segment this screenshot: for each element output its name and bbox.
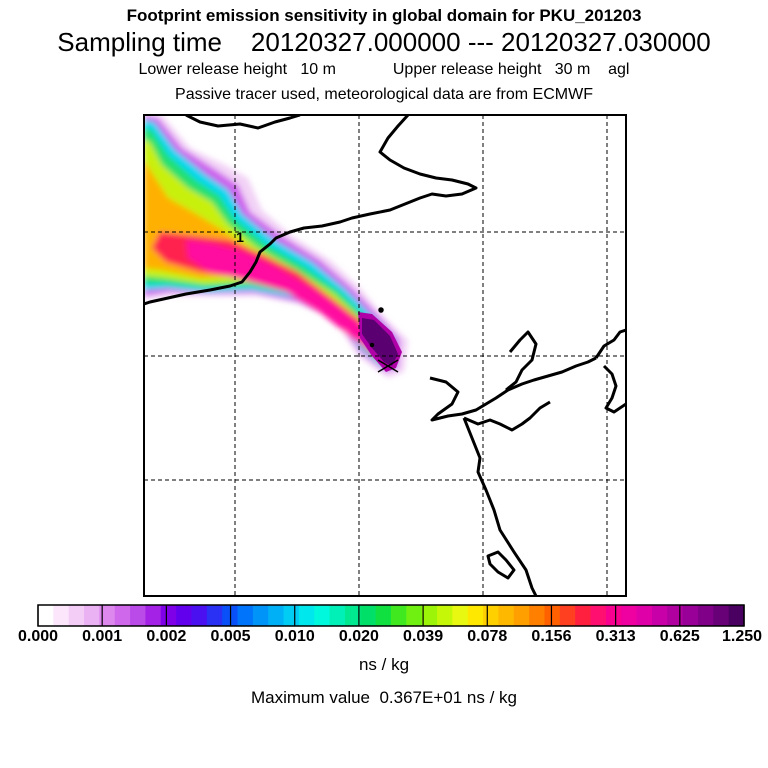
coastline-bay [144, 115, 478, 306]
colorbar-swatch [298, 605, 315, 626]
coastline-shandong [463, 400, 551, 432]
sampling-separator: --- [467, 27, 494, 57]
colorbar-swatch [498, 605, 515, 626]
colorbar-swatch [130, 605, 147, 626]
colorbar-tick-label: 0.039 [403, 628, 444, 645]
sampling-start: 20120327.000000 [250, 27, 461, 57]
maximum-value-line: Maximum value 0.367E+01 ns / kg [0, 688, 768, 708]
colorbar-swatch [252, 605, 269, 626]
colorbar-tick-label: 0.002 [146, 628, 187, 645]
release-point [369, 307, 399, 373]
plume-core-max [362, 318, 398, 366]
colorbar-swatch [344, 605, 361, 626]
colorbar-ticks [37, 605, 745, 626]
release-height-line: Lower release height 10 m Upper release … [0, 61, 768, 79]
colorbar-swatch [682, 605, 699, 626]
map-frame [143, 114, 627, 597]
max-value-label: Maximum value [250, 688, 371, 707]
colorbar-tick-label: 0.156 [531, 628, 572, 645]
colorbar-tick-label: 0.625 [659, 628, 700, 645]
plume-level-7 [186, 240, 380, 354]
grid-lines [144, 115, 626, 596]
colorbar-swatch [268, 605, 285, 626]
colorbar-tick-label: 0.010 [274, 628, 315, 645]
coastline-east-peninsula [429, 356, 597, 422]
upper-release-label: Upper release height [392, 61, 542, 78]
colorbar-swatch [452, 605, 469, 626]
colorbar-swatch [636, 605, 653, 626]
colorbar-tick-label: 0.313 [595, 628, 636, 645]
colorbar-swatch [283, 605, 300, 626]
lower-release-label: Lower release height [138, 61, 288, 78]
colorbar-swatch [99, 605, 116, 626]
colorbar-tick-label: 0.001 [82, 628, 123, 645]
coastlines [144, 115, 626, 596]
colorbar-swatch [406, 605, 423, 626]
colorbar-tick-label: 0.000 [17, 628, 59, 645]
colorbar-swatch [728, 605, 745, 626]
colorbar-swatch [329, 605, 346, 626]
colorbar-swatch [375, 605, 392, 626]
agl-label: agl [608, 61, 630, 78]
lower-release-value: 10 m [300, 61, 336, 78]
colorbar-swatch [529, 605, 546, 626]
upper-release-value: 30 m [554, 61, 591, 78]
colorbar-swatch [84, 605, 100, 626]
colorbar-swatch [160, 605, 177, 626]
colorbar-swatch [38, 605, 54, 626]
coastline-south [462, 417, 538, 596]
coastline-north [185, 115, 301, 130]
colorbar-swatch [575, 605, 592, 626]
colorbar-swatch [621, 605, 638, 626]
colorbar-swatch [713, 605, 730, 626]
colorbar-swatch [53, 605, 70, 626]
colorbar-tick-label: 0.005 [210, 628, 251, 645]
colorbar-swatch [437, 605, 453, 626]
figure-title: Footprint emission sensitivity in global… [126, 6, 642, 25]
colorbar-units: ns / kg [358, 655, 410, 674]
colorbar-swatch [191, 605, 208, 626]
colorbar [38, 605, 745, 626]
colorbar-swatch [513, 605, 530, 626]
colorbar-swatch [114, 605, 131, 626]
colorbar-swatch [391, 605, 407, 626]
sampling-label: Sampling time [57, 27, 223, 57]
colorbar-tick-label: 0.020 [338, 628, 379, 645]
colorbar-swatch [544, 605, 561, 626]
max-value-units: ns / kg [466, 688, 518, 707]
colorbar-swatch [605, 605, 622, 626]
colorbar-swatch [590, 605, 607, 626]
colorbar-swatch [667, 605, 684, 626]
colorbar-tick-label: 1.250 [721, 628, 763, 645]
sampling-time-line: Sampling time 20120327.000000 --- 201203… [0, 27, 768, 58]
colorbar-swatch [559, 605, 576, 626]
colorbar-swatch [237, 605, 254, 626]
sampling-end: 20120327.030000 [501, 27, 711, 57]
contour-label: 1 [236, 229, 244, 245]
colorbar-tick-label: 0.078 [467, 628, 508, 645]
coastline-islet [486, 550, 516, 580]
max-value: 0.367E+01 [379, 688, 463, 707]
plume-layers [144, 115, 408, 378]
colorbar-swatch [651, 605, 668, 626]
colorbar-swatch [68, 605, 85, 626]
colorbar-swatch [145, 605, 162, 626]
colorbar-swatch [483, 605, 500, 626]
tracer-info-line: Passive tracer used, meteorological data… [175, 86, 593, 103]
colorbar-swatch [467, 605, 484, 626]
colorbar-swatch [206, 605, 223, 626]
colorbar-swatch [314, 605, 331, 626]
coastline-korea [594, 328, 626, 414]
colorbar-swatch [697, 605, 714, 626]
colorbar-swatch [421, 605, 438, 626]
colorbar-swatch [360, 605, 377, 626]
colorbar-swatch [176, 605, 193, 626]
coastline-east-2 [505, 330, 538, 392]
